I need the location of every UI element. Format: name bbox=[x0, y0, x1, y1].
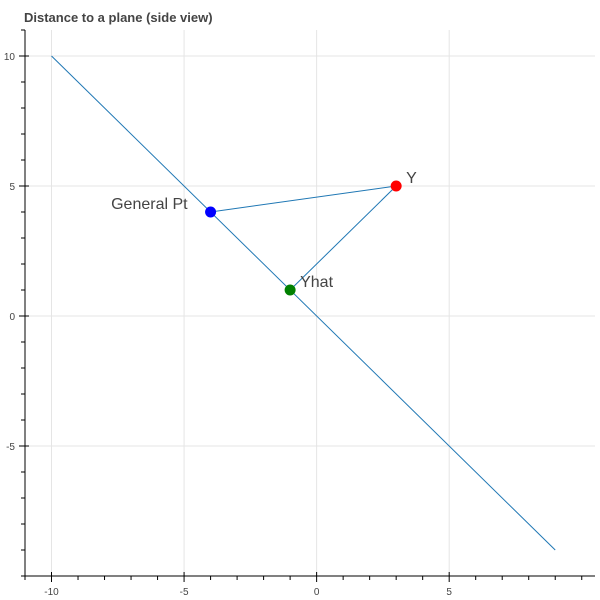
point-marker-y bbox=[390, 180, 402, 192]
point-marker-yhat bbox=[284, 284, 296, 296]
point-label-general-pt: General Pt bbox=[111, 196, 188, 213]
y-tick-label: 10 bbox=[4, 52, 16, 63]
y-tick-label: -5 bbox=[6, 442, 15, 453]
line-series-2 bbox=[289, 185, 397, 291]
point-marker-general-pt bbox=[205, 206, 217, 218]
x-tick-label: 5 bbox=[446, 587, 452, 598]
grid bbox=[25, 30, 595, 576]
markers-layer: General Pt Y Yhat bbox=[111, 170, 417, 296]
chart-title: Distance to a plane (side view) bbox=[24, 10, 213, 25]
y-tick-label: 5 bbox=[9, 182, 15, 193]
series-layer bbox=[51, 55, 556, 551]
x-tick-label: -5 bbox=[180, 587, 189, 598]
line-series-0 bbox=[51, 55, 556, 551]
x-tick-label: 0 bbox=[314, 587, 320, 598]
point-label-y: Y bbox=[406, 170, 417, 187]
axes: -10 -5 0 5 -5 0 5 10 bbox=[4, 29, 595, 598]
x-tick-label: -10 bbox=[44, 587, 59, 598]
y-tick-label: 0 bbox=[9, 312, 15, 323]
point-label-yhat: Yhat bbox=[300, 274, 333, 291]
line-series-1 bbox=[210, 185, 397, 213]
